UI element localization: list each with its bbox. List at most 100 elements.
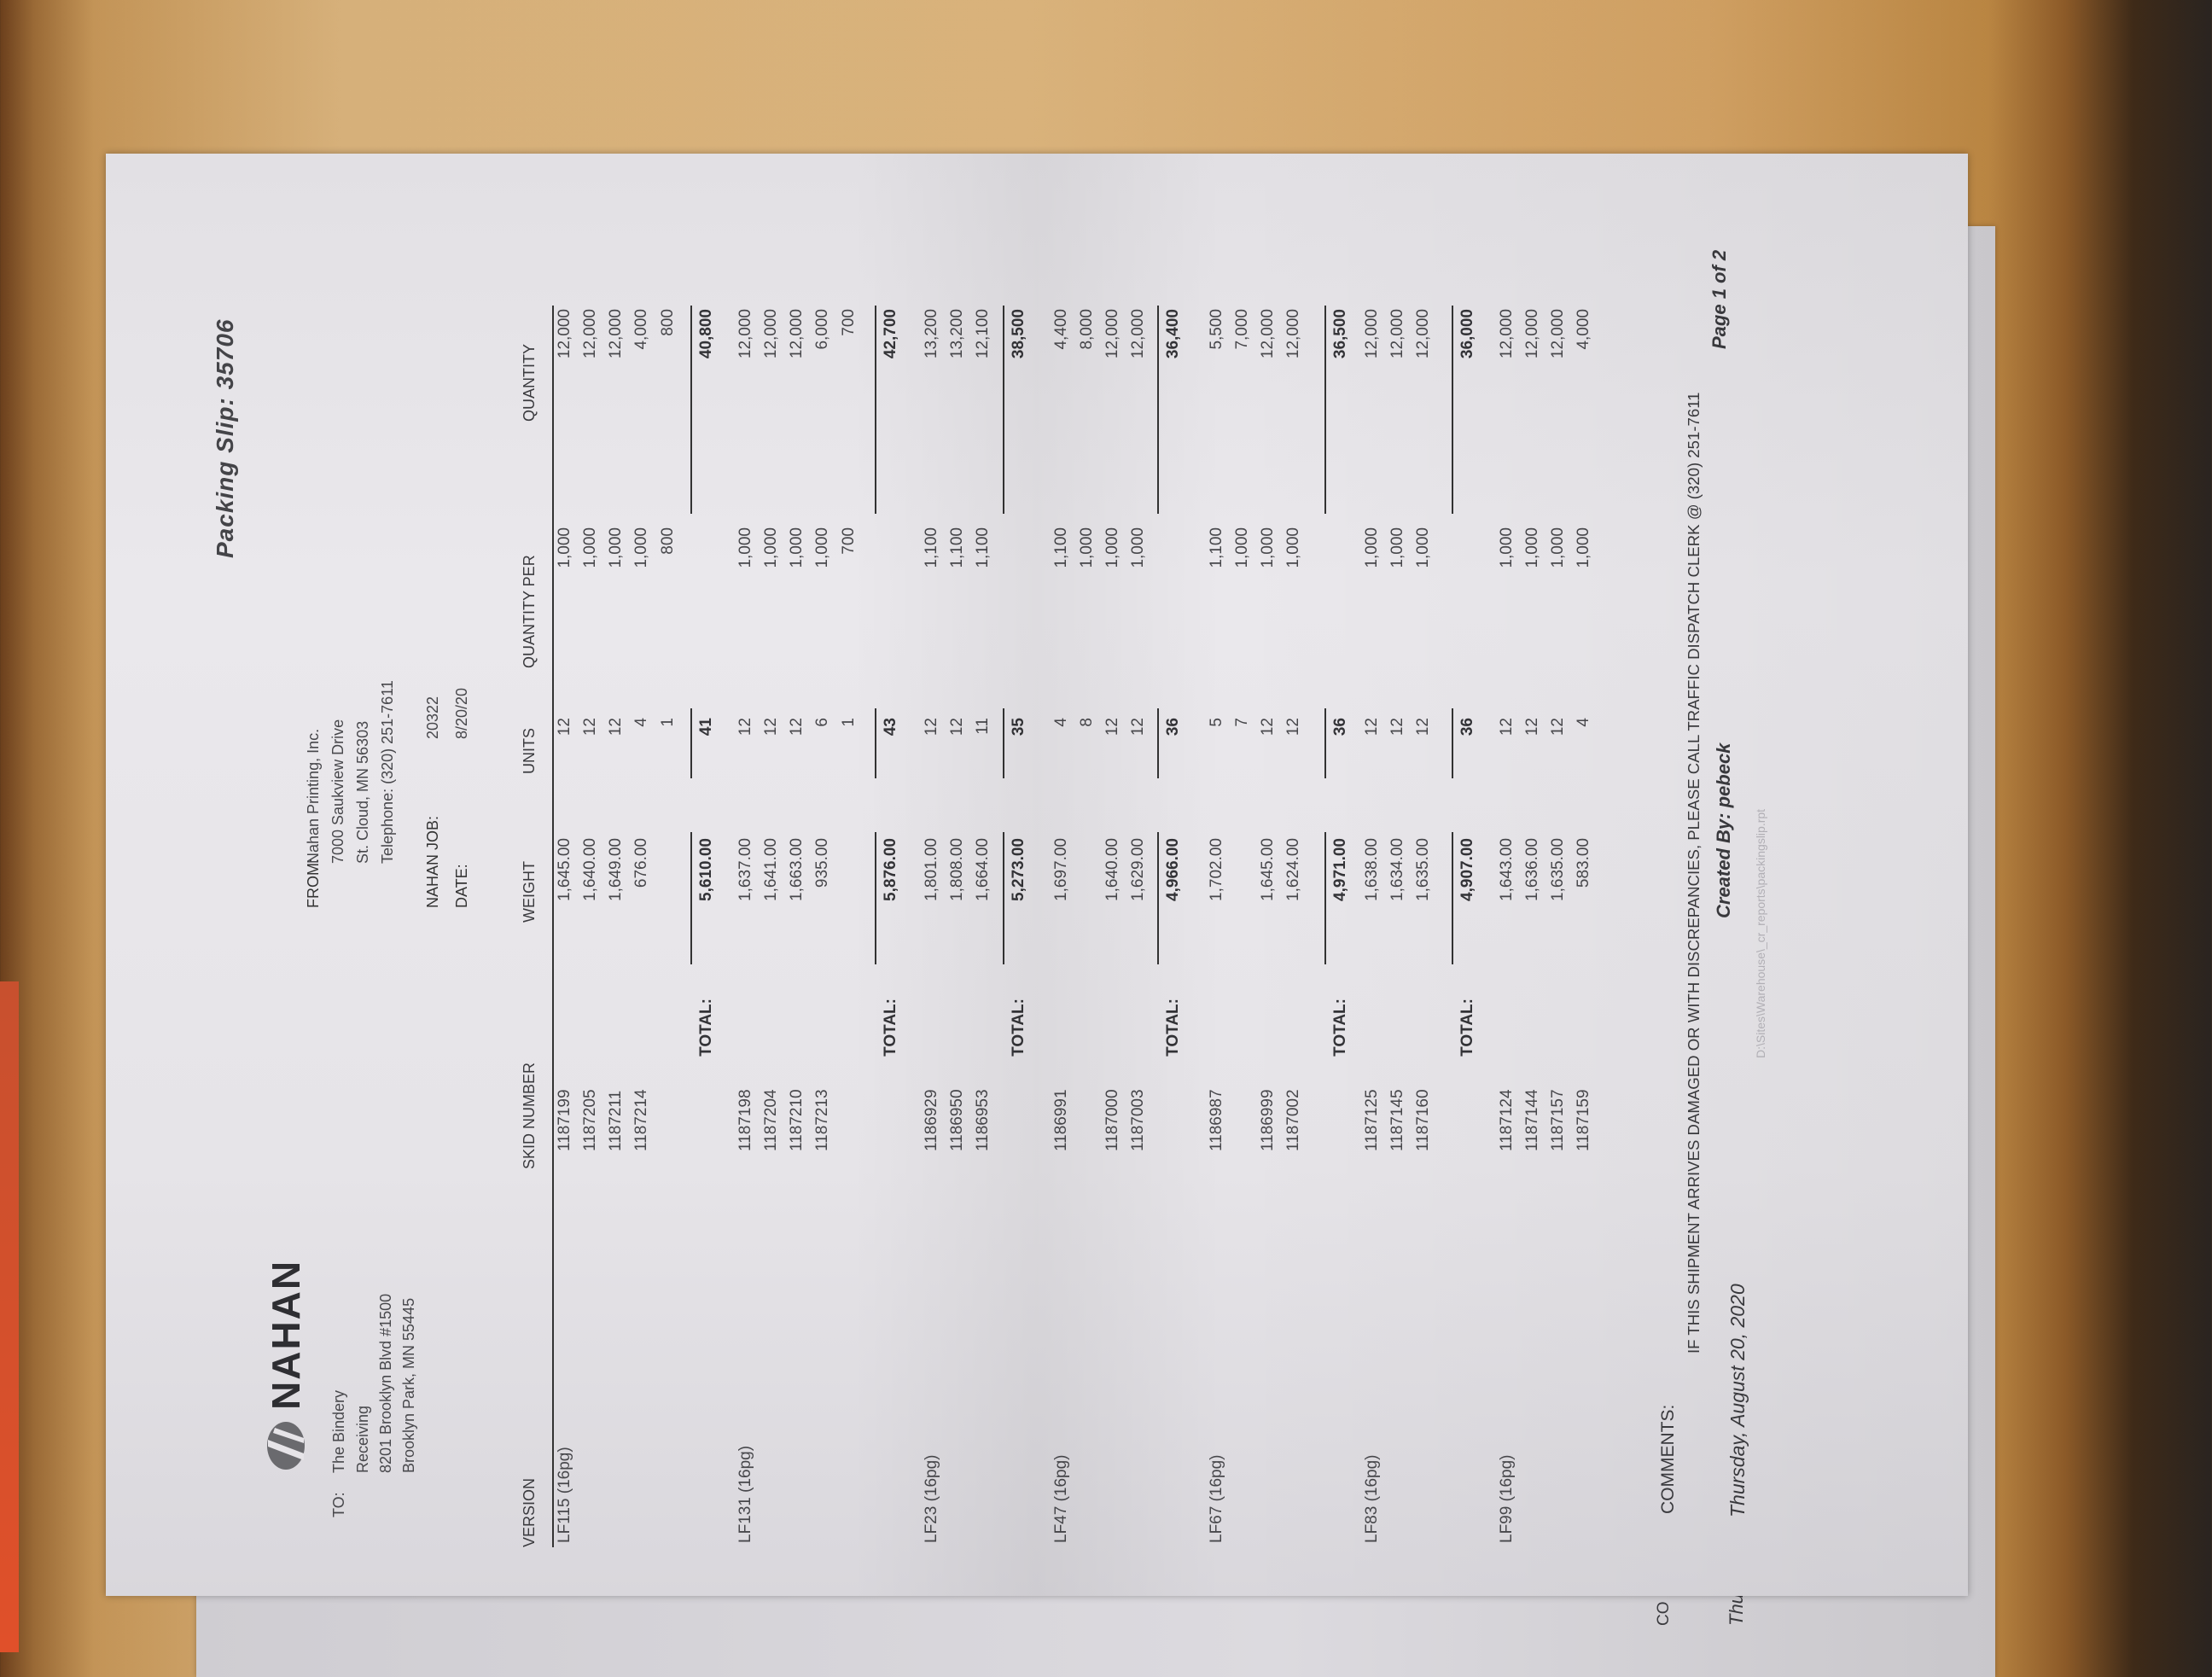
quantity-per-cell: 1,000 xyxy=(1575,527,1593,568)
total-weight: 5,610.00 xyxy=(696,838,715,901)
quantity-cell: 7,000 xyxy=(1232,309,1251,350)
units-cell: 4 xyxy=(1051,718,1070,727)
underlying-page-fragment: Thu xyxy=(1726,1593,1747,1626)
quantity-per-cell: 1,000 xyxy=(1497,527,1516,568)
total-label: TOTAL: xyxy=(1163,999,1182,1057)
total-weight: 4,966.00 xyxy=(1163,838,1182,901)
weight-cell: 1,645.00 xyxy=(555,838,573,901)
weight-cell: 1,664.00 xyxy=(974,838,992,901)
version-label: LF99 (16pg) xyxy=(1497,1454,1516,1543)
units-cell: 12 xyxy=(555,718,573,737)
total-divider xyxy=(1157,708,1159,778)
total-divider xyxy=(1003,306,1004,514)
quantity-cell: 12,000 xyxy=(607,309,626,359)
units-cell: 12 xyxy=(1414,718,1433,737)
weight-cell: 1,649.00 xyxy=(607,838,626,901)
quantity-per-cell: 1,100 xyxy=(947,527,966,568)
skid-number: 1186929 xyxy=(922,1089,940,1151)
quantity-cell: 12,000 xyxy=(1284,309,1303,359)
units-cell: 12 xyxy=(1284,718,1303,737)
total-divider xyxy=(1003,708,1004,778)
skid-number: 1187145 xyxy=(1388,1089,1406,1151)
total-divider xyxy=(1324,708,1326,778)
quantity-per-cell: 1,000 xyxy=(607,527,626,568)
weight-cell: 1,801.00 xyxy=(922,838,940,901)
skid-number: 1187002 xyxy=(1284,1089,1303,1151)
quantity-cell: 12,000 xyxy=(1497,309,1516,359)
skid-number: 1187003 xyxy=(1129,1089,1148,1151)
quantity-per-cell: 1,000 xyxy=(736,527,754,568)
skid-number: 1187157 xyxy=(1549,1089,1568,1151)
created-by: Created By: pebeck xyxy=(1713,742,1734,918)
column-header-weight: WEIGHT xyxy=(521,861,538,923)
total-divider xyxy=(875,832,876,964)
column-header-quantity-per: QUANTITY PER xyxy=(521,555,538,668)
total-divider xyxy=(1157,832,1159,964)
total-units: 36 xyxy=(1458,718,1476,737)
weight-cell: 1,640.00 xyxy=(1103,838,1122,901)
quantity-per-cell: 1,000 xyxy=(1103,527,1122,568)
units-cell: 12 xyxy=(947,718,966,737)
weight-cell: 583.00 xyxy=(1575,838,1593,888)
units-cell: 5 xyxy=(1207,718,1225,727)
version-label: LF47 (16pg) xyxy=(1051,1454,1070,1543)
total-quantity: 42,700 xyxy=(881,309,899,359)
total-label: TOTAL: xyxy=(696,999,715,1057)
total-divider xyxy=(1003,832,1004,964)
total-divider xyxy=(690,832,692,964)
from-address-line: Nahan Printing, Inc. xyxy=(305,728,322,864)
quantity-cell: 12,000 xyxy=(1388,309,1406,359)
weight-cell: 1,637.00 xyxy=(736,838,754,901)
packing-slip-page: NAHAN Packing Slip: 35706 TO: The Binder… xyxy=(106,154,1968,1596)
weight-cell: 1,629.00 xyxy=(1129,838,1148,901)
skid-number: 1187210 xyxy=(788,1089,806,1151)
skid-number: 1186950 xyxy=(947,1089,966,1151)
comments-label: COMMENTS: xyxy=(1658,1404,1678,1514)
units-cell: 12 xyxy=(1259,718,1278,737)
units-cell: 7 xyxy=(1232,718,1251,727)
weight-cell: 1,624.00 xyxy=(1284,838,1303,901)
quantity-per-cell: 1,000 xyxy=(580,527,599,568)
quantity-per-cell: 1,000 xyxy=(1362,527,1381,568)
skid-number: 1186991 xyxy=(1051,1089,1070,1151)
quantity-per-cell: 1,000 xyxy=(761,527,780,568)
quantity-per-cell: 1,100 xyxy=(974,527,992,568)
quantity-per-cell: 1,000 xyxy=(632,527,651,568)
weight-cell: 1,638.00 xyxy=(1362,838,1381,901)
to-address-line: Receiving xyxy=(354,1405,371,1473)
total-divider xyxy=(1324,306,1326,514)
quantity-per-cell: 1,000 xyxy=(1522,527,1541,568)
header-divider xyxy=(552,306,554,1547)
skid-number: 1186987 xyxy=(1207,1089,1225,1151)
page-number: Page 1 of 2 xyxy=(1708,249,1730,349)
total-divider xyxy=(1157,306,1159,514)
from-address-line: 7000 Saukview Drive xyxy=(329,719,346,864)
skid-number: 1186953 xyxy=(974,1089,992,1151)
units-cell: 11 xyxy=(974,718,992,735)
total-units: 41 xyxy=(696,718,715,737)
skid-number: 1187144 xyxy=(1522,1089,1541,1151)
total-weight: 4,907.00 xyxy=(1458,838,1476,901)
quantity-cell: 8,000 xyxy=(1077,309,1096,350)
quantity-per-cell: 1,000 xyxy=(1284,527,1303,568)
quantity-per-cell: 1,000 xyxy=(1414,527,1433,568)
total-units: 36 xyxy=(1330,718,1349,737)
total-quantity: 40,800 xyxy=(696,309,715,359)
units-cell: 12 xyxy=(922,718,940,737)
skid-number: 1187213 xyxy=(813,1089,832,1151)
quantity-cell: 12,000 xyxy=(1362,309,1381,359)
quantity-cell: 12,000 xyxy=(1103,309,1122,359)
to-label: TO: xyxy=(330,1492,347,1517)
date-label: DATE: xyxy=(453,864,470,908)
units-cell: 12 xyxy=(607,718,626,737)
units-cell: 4 xyxy=(1575,718,1593,727)
total-quantity: 36,400 xyxy=(1163,309,1182,359)
total-quantity: 36,500 xyxy=(1330,309,1349,359)
quantity-cell: 4,000 xyxy=(1575,309,1593,350)
weight-cell: 676.00 xyxy=(632,838,651,888)
weight-cell: 1,640.00 xyxy=(580,838,599,901)
job-value: 20322 xyxy=(424,696,441,739)
quantity-per-cell: 1,100 xyxy=(1207,527,1225,568)
quantity-cell: 12,000 xyxy=(1549,309,1568,359)
quantity-per-cell: 1,000 xyxy=(555,527,573,568)
